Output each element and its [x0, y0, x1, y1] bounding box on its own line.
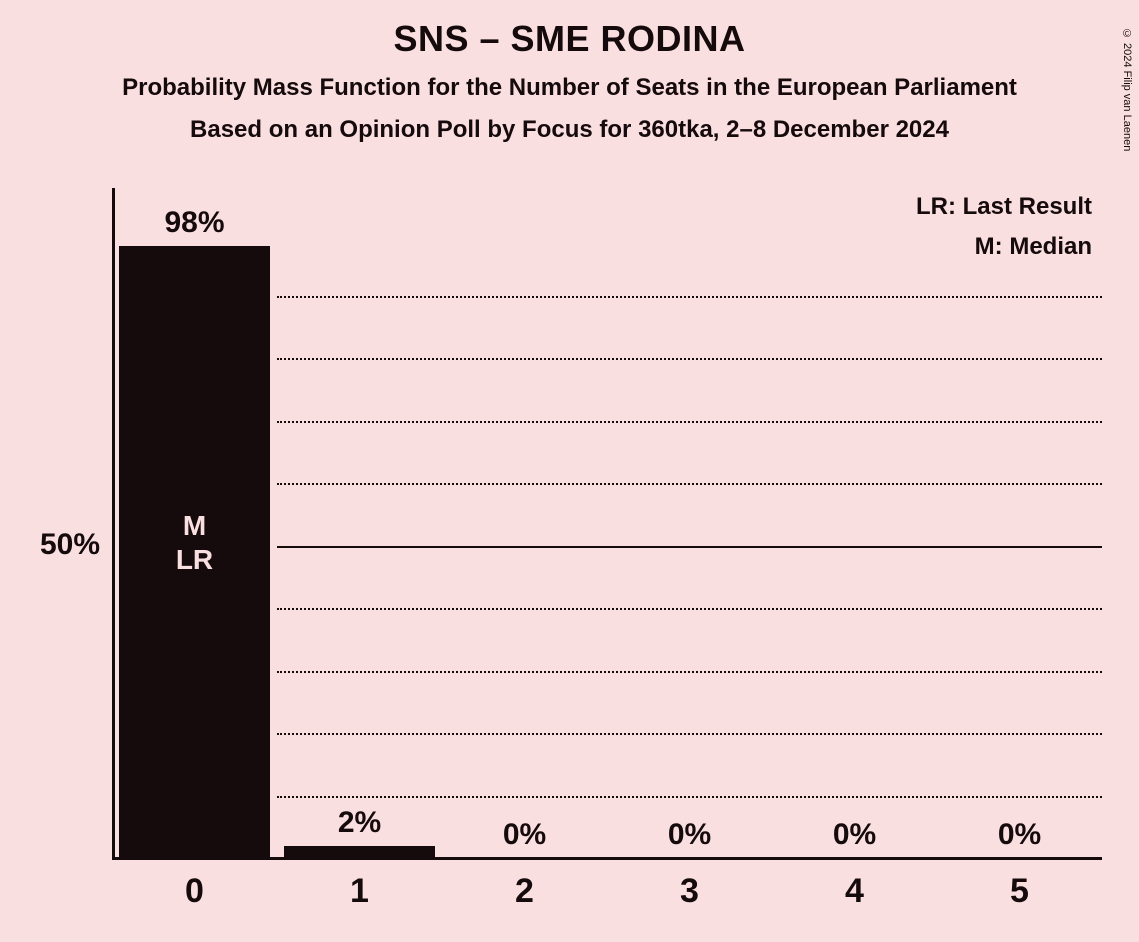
- legend-lr: LR: Last Result: [802, 193, 1092, 221]
- chart-title: SNS – SME RODINA: [0, 18, 1139, 60]
- gridline: [277, 796, 1102, 798]
- x-axis-label: 0: [119, 872, 271, 911]
- bar-chart: 98%02%10%20%30%40%5MLRLR: Last ResultM: …: [112, 233, 1102, 858]
- gridline: [277, 358, 1102, 360]
- gridline: [277, 421, 1102, 423]
- y-axis-label: 50%: [40, 528, 100, 562]
- bar-value-label: 98%: [119, 206, 271, 240]
- x-axis-label: 5: [944, 872, 1096, 911]
- x-axis-label: 1: [284, 872, 436, 911]
- chart-subtitle-1: Probability Mass Function for the Number…: [0, 74, 1139, 102]
- last-result-marker: LR: [119, 544, 271, 576]
- x-axis-label: 4: [779, 872, 931, 911]
- gridline: [277, 733, 1102, 735]
- bar-value-label: 0%: [944, 818, 1096, 852]
- median-marker: M: [119, 510, 271, 542]
- x-axis-label: 3: [614, 872, 766, 911]
- x-axis: [112, 857, 1102, 860]
- gridline: [277, 483, 1102, 485]
- bar-value-label: 0%: [779, 818, 931, 852]
- gridline: [277, 608, 1102, 610]
- bar-value-label: 0%: [449, 818, 601, 852]
- copyright-text: © 2024 Filip van Laenen: [1121, 28, 1133, 151]
- legend-m: M: Median: [802, 233, 1092, 261]
- x-axis-label: 2: [449, 872, 601, 911]
- bar-value-label: 2%: [284, 806, 436, 840]
- gridline: [277, 671, 1102, 673]
- bar-value-label: 0%: [614, 818, 766, 852]
- y-axis: [112, 188, 115, 858]
- gridline-50: [277, 546, 1102, 548]
- gridline: [277, 296, 1102, 298]
- chart-subtitle-2: Based on an Opinion Poll by Focus for 36…: [0, 116, 1139, 144]
